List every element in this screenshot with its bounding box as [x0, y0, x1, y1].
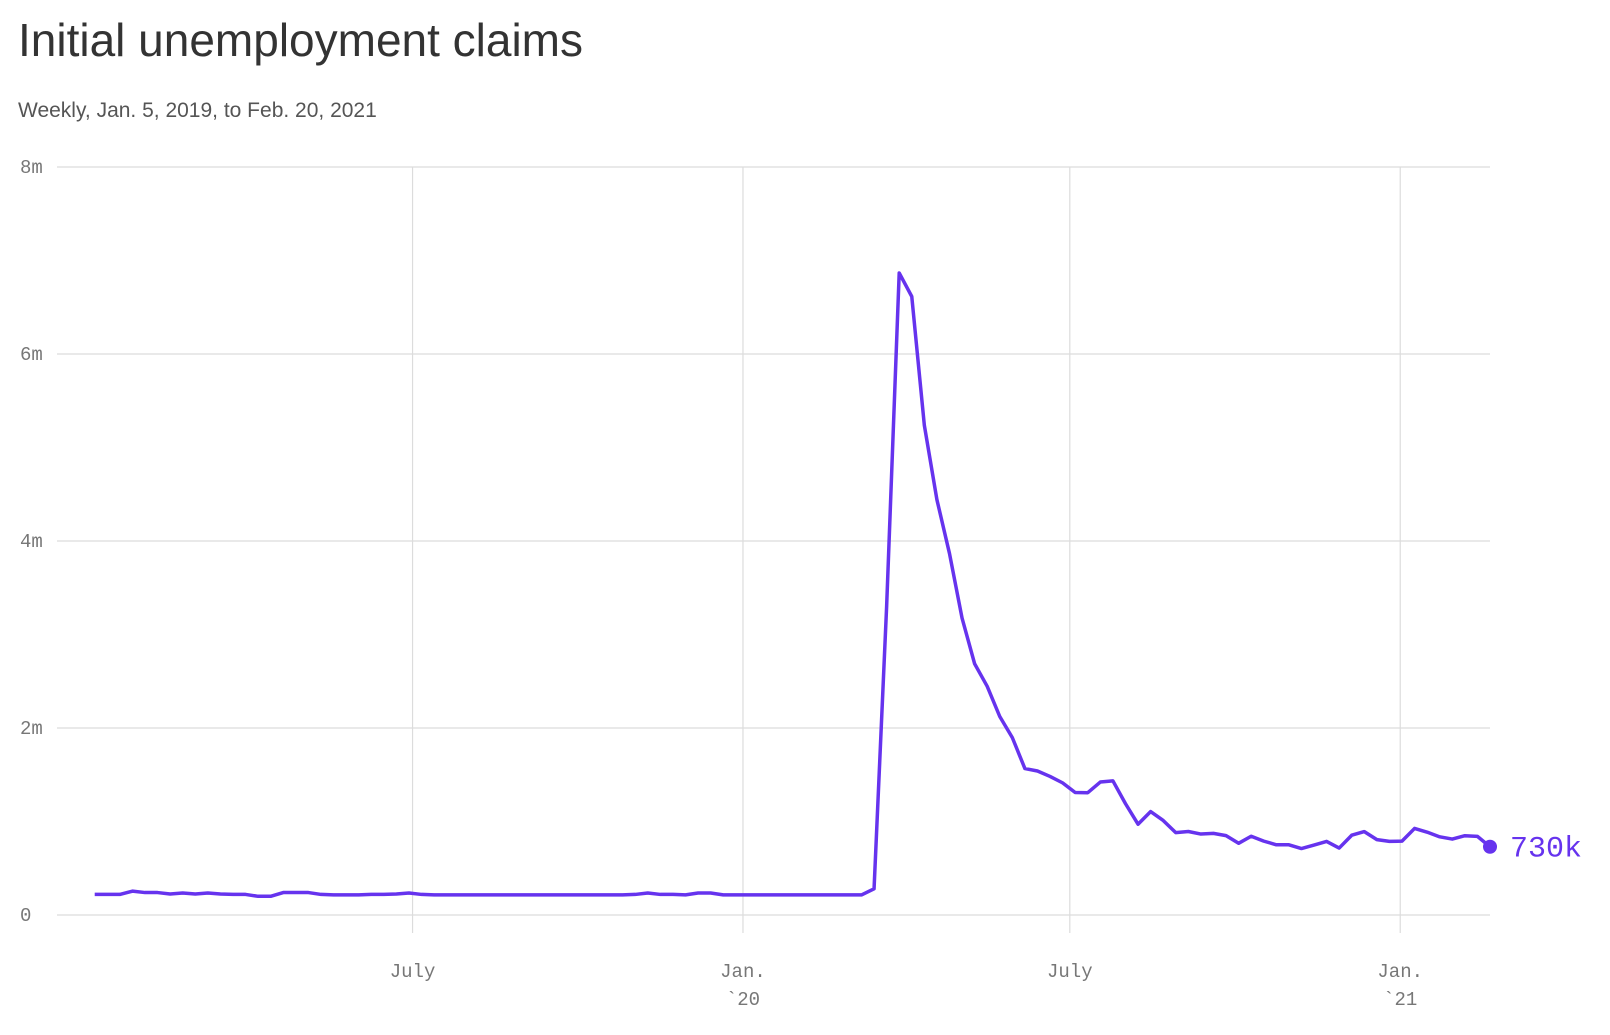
y-tick-label: 2m [20, 718, 43, 740]
end-point [1483, 839, 1497, 854]
x-tick-label-line: Jan. [720, 961, 766, 983]
x-tick-label-line: July [1047, 961, 1093, 983]
x-tick-label-line: July [390, 961, 436, 983]
x-tick-label: Jan. `21 [1377, 961, 1423, 1011]
value-label: 730k [1510, 833, 1582, 867]
chart-subtitle: Weekly, Jan. 5, 2019, to Feb. 20, 2021 [18, 99, 377, 122]
y-tick-label: 0 [20, 905, 31, 927]
x-tick-label-line: `20 [726, 989, 760, 1011]
x-tick-label: July [1047, 961, 1093, 983]
chart-title: Initial unemployment claims [18, 14, 583, 66]
y-tick-label: 8m [20, 157, 43, 179]
y-tick-label: 4m [20, 531, 43, 553]
y-tick-label: 6m [20, 344, 43, 366]
line [94, 271, 1492, 899]
x-tick-label: July [390, 961, 436, 983]
x-tick-label: Jan. `20 [720, 961, 766, 1011]
x-tick-label-line: `21 [1383, 989, 1417, 1011]
x-tick-label-line: Jan. [1377, 961, 1423, 983]
